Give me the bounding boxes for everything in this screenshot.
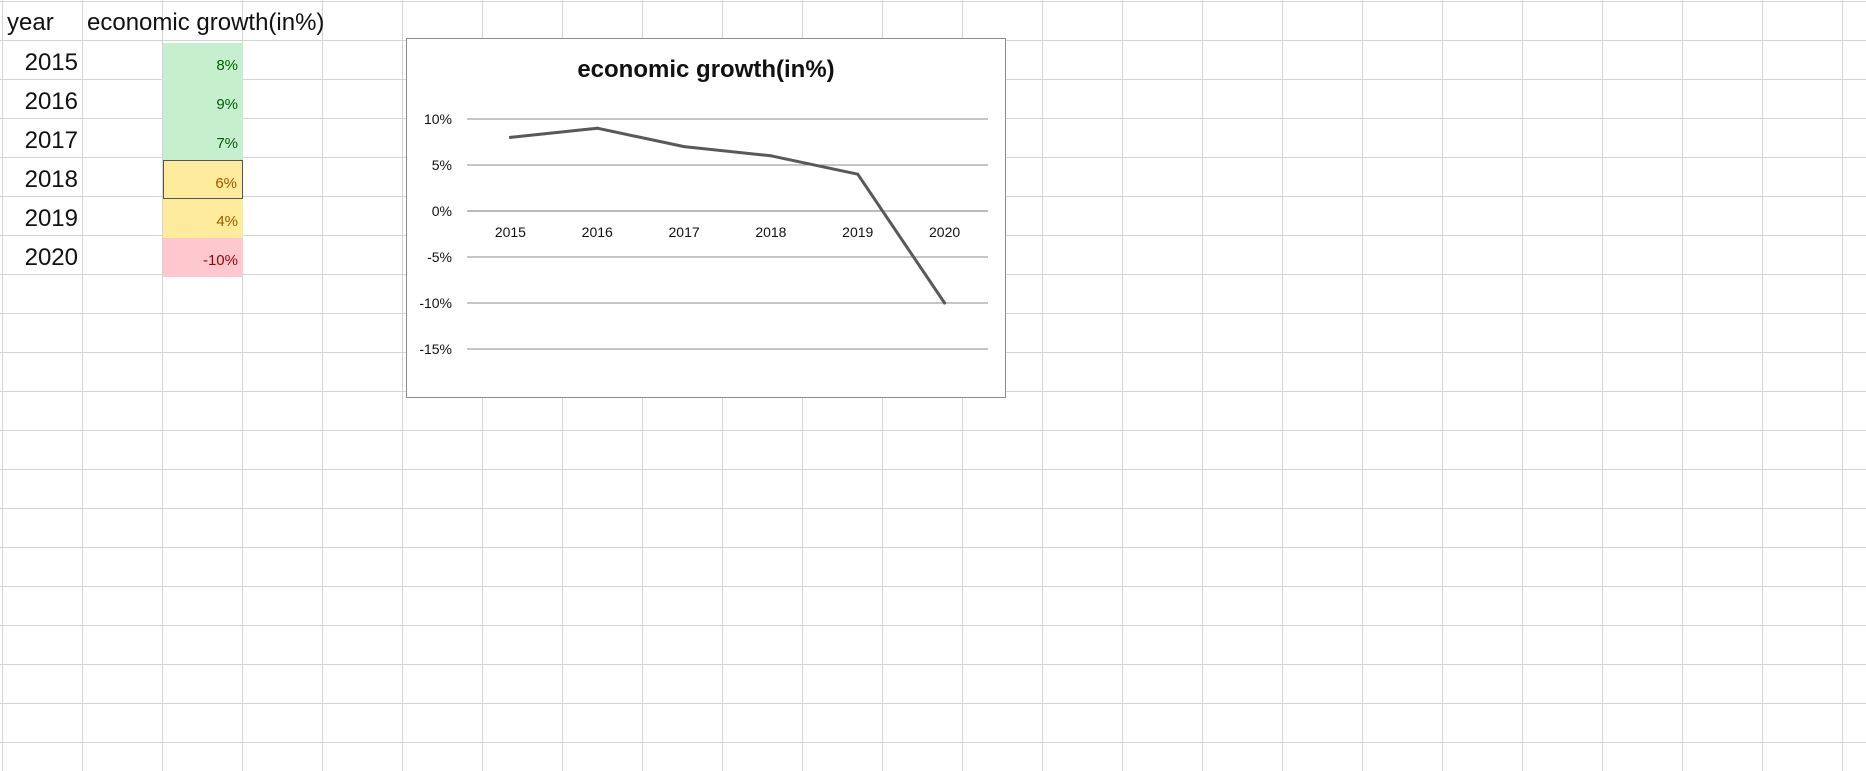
year-cell[interactable]: 2015 (24, 49, 78, 76)
y-tick-label: -5% (427, 249, 452, 265)
y-tick-label: 0% (432, 203, 452, 219)
chart-gridlines (467, 118, 988, 350)
y-tick-label: -10% (419, 295, 452, 311)
header-economic-growth[interactable]: economic growth(in%) (87, 9, 325, 36)
series-lines (508, 126, 947, 305)
x-tick-label: 2020 (929, 224, 960, 240)
y-axis-ticks: 10% 5% 0% -5% -10% -15% (419, 111, 452, 357)
chart-title: economic growth(in%) (577, 56, 834, 83)
growth-value-cell[interactable]: 8% (163, 43, 243, 82)
line-chart[interactable]: economic growth(in%) 10% 5% 0% -5% -10% -15% … (406, 38, 1006, 398)
data-point (943, 301, 947, 305)
y-tick-label: 5% (432, 157, 452, 173)
x-tick-label: 2018 (755, 224, 786, 240)
chart-svg: economic growth(in%) 10%5%0%-5%-10%-15% … (419, 56, 988, 357)
x-axis-ticks: 2015 2016 2017 2018 2019 2020 (495, 224, 961, 240)
growth-value-cell[interactable]: 7% (163, 121, 243, 160)
data-point (856, 172, 860, 176)
data-point (595, 126, 599, 130)
growth-value-cell[interactable]: 4% (163, 199, 243, 238)
x-tick-label: 2016 (582, 224, 613, 240)
year-cell[interactable]: 2016 (24, 88, 78, 115)
x-tick-label: 2017 (669, 224, 700, 240)
x-tick-label: 2019 (842, 224, 873, 240)
data-point (769, 154, 773, 158)
series-line (508, 126, 947, 305)
year-cell[interactable]: 2017 (24, 127, 78, 154)
y-tick-label: -15% (419, 341, 452, 357)
data-point (508, 135, 512, 139)
y-tick-label: 10% (424, 111, 452, 127)
growth-value-cell[interactable]: 9% (163, 82, 243, 121)
x-tick-label: 2015 (495, 224, 526, 240)
growth-value-cell[interactable]: 6% (163, 160, 243, 199)
header-year[interactable]: year (7, 9, 54, 36)
data-point (682, 145, 686, 149)
growth-value-cell[interactable]: -10% (163, 238, 243, 277)
year-cell[interactable]: 2019 (24, 205, 78, 232)
year-cell[interactable]: 2018 (24, 166, 78, 193)
year-cell[interactable]: 2020 (24, 244, 78, 271)
